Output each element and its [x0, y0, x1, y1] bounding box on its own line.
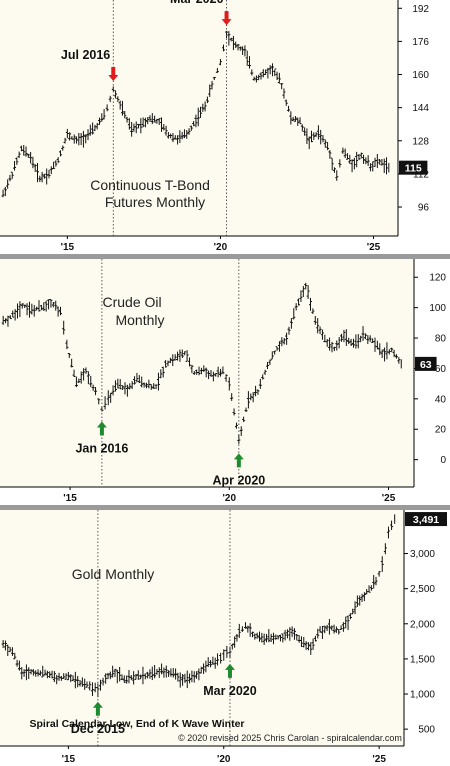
crude-up-arrow-icon: [96, 421, 107, 436]
tbond-ytick-label: 128: [412, 136, 429, 147]
tbond-ytick-label: 96: [418, 203, 430, 214]
tbond-xtick-label: '25: [367, 242, 381, 253]
tbond-ytick-label: 160: [412, 70, 429, 81]
tbond-last-value-badge: [399, 160, 428, 175]
gold-note: Spiral Calendar Low, End of K Wave Winte…: [30, 718, 245, 730]
tbond-last-value-text: 115: [405, 163, 422, 175]
crude-ytick-label: 0: [440, 455, 446, 466]
tbond-ytick-label: 176: [412, 37, 429, 48]
gold-last-value-badge: [405, 512, 447, 527]
gold-last-value-text: 3,491: [413, 514, 439, 526]
crude-event-label: Jan 2016: [75, 441, 128, 455]
gold-ytick-label: 2,500: [410, 584, 435, 595]
tbond-down-arrow-icon: [221, 11, 232, 26]
gold-ytick-label: 1,500: [410, 654, 435, 665]
crude-last-value-badge: [415, 356, 437, 371]
tbond-ytick-label: 192: [412, 4, 429, 15]
tbond-xtick-label: '20: [214, 242, 228, 253]
gold-chart-title: Gold Monthly: [72, 566, 154, 582]
gold-up-arrow-icon: [224, 663, 235, 678]
tbond-xtick-label: '15: [61, 242, 75, 253]
tbond-ytick-label: 144: [412, 103, 429, 114]
tbond-event-label: Mar 2020: [170, 0, 224, 6]
panel-divider-1: [0, 254, 450, 259]
crude-ytick-label: 40: [435, 394, 447, 405]
crude-chart-title: Crude Oil Monthly: [102, 294, 165, 328]
tbond-event-label: Jul 2016: [61, 48, 110, 62]
crude-xtick-label: '15: [63, 493, 77, 504]
crude-xtick-label: '25: [382, 493, 396, 504]
tbond-chart-title: Continuous T-Bond Futures Monthly: [90, 177, 214, 210]
crude-panel: 0 20 40 60 80 100 120 Jan 2016 Apr 2020 Crude O…: [0, 259, 450, 504]
tbond-down-arrow-icon: [108, 67, 119, 82]
gold-axis-bg: [404, 510, 450, 746]
crude-ytick-label: 60: [435, 364, 447, 375]
tbond-panel: 96 112 128 144 160 176 192 Jul 2016 Mar 2020 Co…: [0, 0, 450, 253]
crude-last-value-text: 63: [420, 359, 432, 371]
gold-event-label: Dec 2015: [71, 722, 125, 736]
tbond-ytick-label: 112: [413, 169, 429, 180]
gold-xtick-label: '25: [372, 754, 386, 765]
gold-ytick-label: 1,000: [410, 690, 435, 701]
crude-ytick-label: 20: [435, 425, 447, 436]
crude-plot-bg: [0, 259, 414, 487]
gold-xtick-label: '15: [62, 754, 76, 765]
gold-xtick-label: '20: [217, 754, 231, 765]
gold-up-arrow-icon: [92, 701, 103, 716]
crude-up-arrow-icon: [233, 453, 244, 468]
crude-axis-bg: [414, 259, 450, 487]
gold-event-label: Mar 2020: [203, 684, 257, 698]
tbond-axis-bg: [398, 0, 450, 236]
copyright-text: © 2020 revised 2025 Chris Carolan - spir…: [178, 733, 402, 743]
gold-ytick-label: 3,000: [410, 549, 435, 560]
gold-ytick-label: 500: [418, 725, 435, 736]
crude-event-label: Apr 2020: [212, 473, 265, 487]
crude-ytick-label: 120: [429, 273, 446, 284]
crude-ytick-label: 80: [435, 334, 447, 345]
panel-divider-2: [0, 505, 450, 510]
gold-ytick-label: 2,000: [410, 619, 435, 630]
gold-panel: 500 1,000 1,500 2,000 2,500 3,000 Dec 2015 Mar…: [0, 510, 450, 765]
crude-ytick-label: 100: [429, 303, 446, 314]
crude-xtick-label: '20: [223, 493, 237, 504]
